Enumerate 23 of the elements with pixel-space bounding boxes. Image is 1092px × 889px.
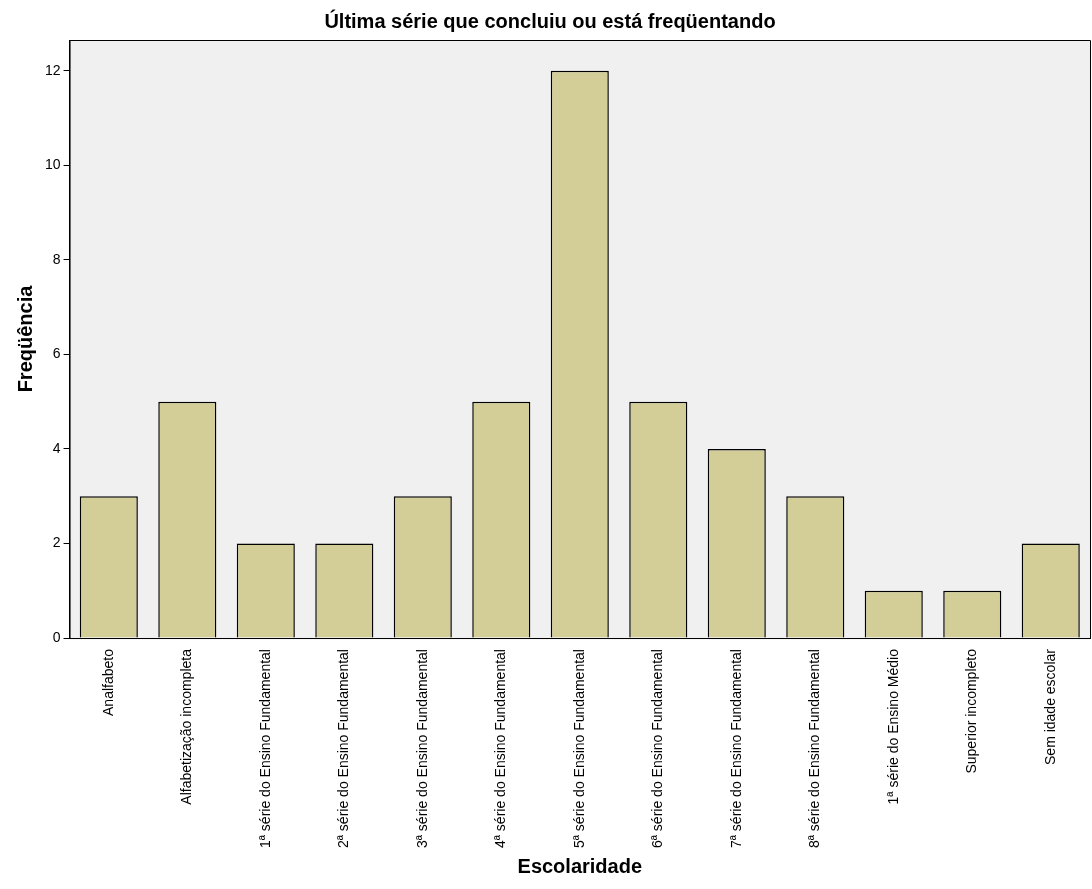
x-tick-label: Analfabeto [99, 648, 116, 716]
x-tick-label: 3ª série do Ensino Fundamental [413, 649, 430, 848]
y-tick-label: 4 [52, 439, 61, 456]
x-tick-label: 4ª série do Ensino Fundamental [492, 649, 509, 848]
x-axis-title: Escolaridade [517, 854, 643, 877]
x-tick-label: 2ª série do Ensino Fundamental [335, 649, 352, 848]
x-tick-label: 1ª série do Ensino Fundamental [256, 649, 273, 848]
x-tick-label: Superior incompleto [963, 648, 980, 774]
x-tick-label: Alfabetização incompleta [178, 648, 195, 805]
y-tick-label: 0 [52, 628, 61, 645]
y-tick-label: 6 [52, 345, 61, 362]
x-tick-label: 8ª série do Ensino Fundamental [806, 649, 823, 848]
y-tick-label: 10 [44, 156, 61, 173]
x-tick-label: 7ª série do Ensino Fundamental [727, 649, 744, 848]
y-tick-label: 12 [44, 61, 61, 78]
y-tick-label: 2 [52, 534, 61, 551]
y-axis-title: Freqüência [13, 284, 36, 393]
x-tick-label: Sem idade escolar [1041, 648, 1058, 765]
x-tick-label: 6ª série do Ensino Fundamental [649, 649, 666, 848]
y-tick-label: 8 [52, 250, 61, 267]
x-tick-label: 1ª série do Ensino Médio [884, 648, 901, 805]
x-tick-label: 5ª série do Ensino Fundamental [570, 649, 587, 848]
chart-title: Última série que concluiu ou está freqüentando [324, 8, 776, 32]
